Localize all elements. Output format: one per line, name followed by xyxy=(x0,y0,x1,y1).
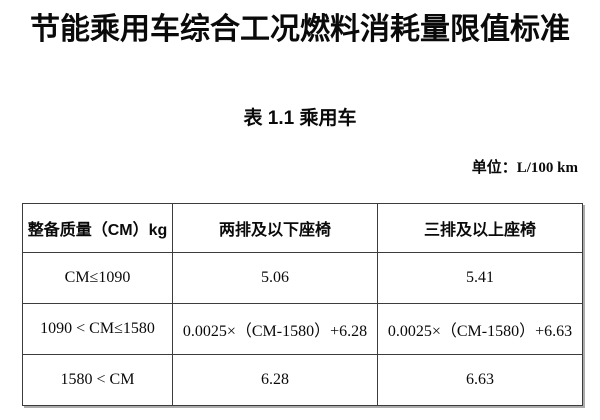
table-row: CM≤1090 5.06 5.41 xyxy=(22,252,583,304)
cell-limit-three-rows: 5.41 xyxy=(377,252,583,304)
fuel-consumption-limits-table: 整备质量（CM）kg 两排及以下座椅 三排及以上座椅 CM≤1090 5.06 … xyxy=(22,203,583,406)
cell-limit-three-rows: 6.63 xyxy=(377,354,583,406)
header-cell-two-rows-seats: 两排及以下座椅 xyxy=(172,203,378,253)
document-title: 节能乘用车综合工况燃料消耗量限值标准 xyxy=(30,13,570,46)
cell-limit-two-rows: 6.28 xyxy=(172,354,378,406)
cell-limit-two-rows: 0.0025×（CM-1580）+6.28 xyxy=(172,303,378,355)
cell-limit-three-rows: 0.0025×（CM-1580）+6.63 xyxy=(377,303,583,355)
cell-mass-range: 1090 < CM≤1580 xyxy=(22,303,173,355)
header-cell-three-rows-seats: 三排及以上座椅 xyxy=(377,203,583,253)
cell-limit-two-rows: 5.06 xyxy=(172,252,378,304)
cell-mass-range: 1580 < CM xyxy=(22,354,173,406)
unit-label: 单位：L/100 km xyxy=(471,160,578,176)
cell-mass-range: CM≤1090 xyxy=(22,252,173,304)
table-header-row: 整备质量（CM）kg 两排及以下座椅 三排及以上座椅 xyxy=(22,203,583,253)
table-row: 1090 < CM≤1580 0.0025×（CM-1580）+6.28 0.0… xyxy=(22,303,583,355)
table-row: 1580 < CM 6.28 6.63 xyxy=(22,354,583,406)
table-caption: 表 1.1 乘用车 xyxy=(243,108,357,129)
header-cell-curb-mass: 整备质量（CM）kg xyxy=(22,203,173,253)
